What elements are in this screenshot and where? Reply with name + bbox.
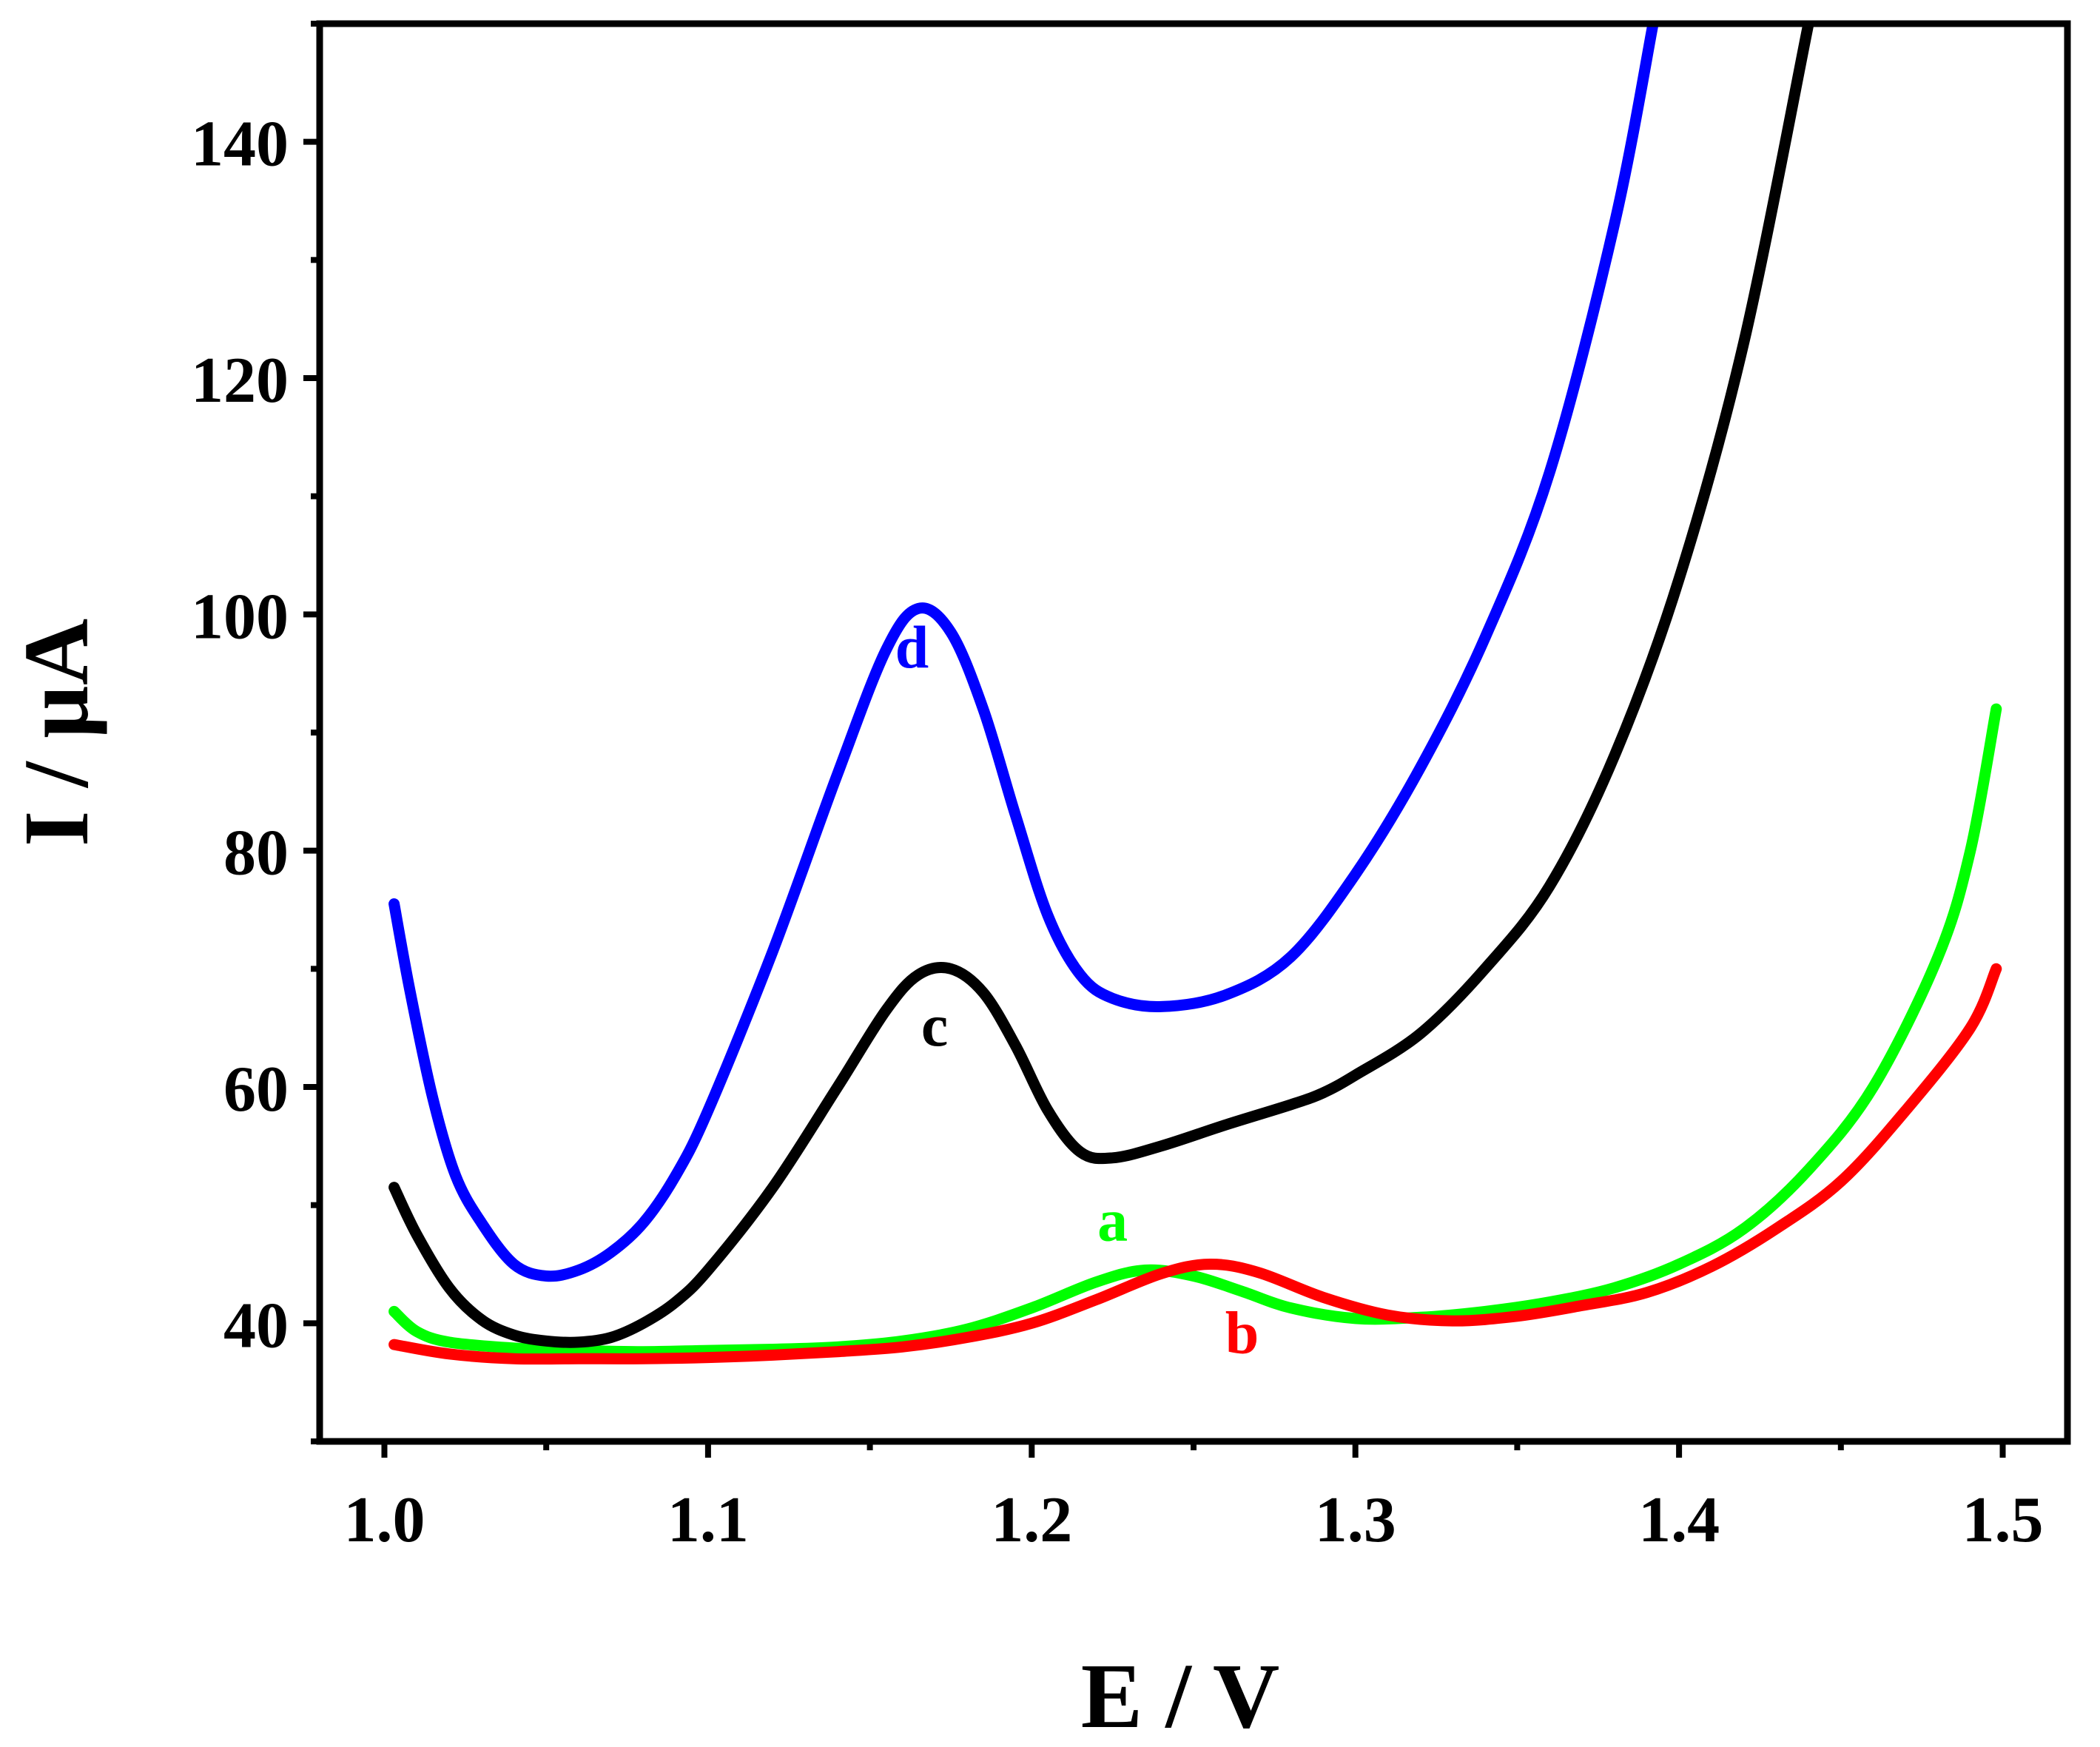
tick-labels-layer: 1.0 1.1 1.2 1.3 1.4 1.5 40 60 80 100 120 140 (191, 109, 2044, 1556)
curve-label-b: b (1225, 1299, 1259, 1366)
series-line-a (388, 703, 2002, 1358)
y-tick-label: 120 (191, 345, 289, 417)
x-axis-title: E / V (1081, 1646, 1280, 1747)
y-tick-label: 140 (191, 109, 289, 181)
curve-label-a: a (1097, 1187, 1128, 1254)
y-tick-label: 40 (223, 1290, 289, 1361)
series-line-b (388, 963, 2002, 1365)
x-tick-label: 1.0 (343, 1484, 425, 1556)
curve-label-d: d (895, 613, 929, 681)
x-tick-label: 1.3 (1315, 1484, 1396, 1556)
curve-labels-layer: a b c d (895, 613, 1259, 1366)
y-tick-label: 80 (223, 818, 289, 889)
x-tick-label: 1.4 (1638, 1484, 1720, 1556)
x-tick-label: 1.1 (667, 1484, 749, 1556)
ticks-layer (303, 21, 2006, 1458)
series-line-d (388, 24, 1659, 1282)
curves-layer (388, 24, 2002, 1365)
x-tick-label: 1.5 (1962, 1484, 2044, 1556)
x-tick-label: 1.2 (991, 1484, 1072, 1556)
y-tick-label: 100 (191, 581, 289, 653)
curve-label-c: c (921, 992, 948, 1059)
y-axis-title: I / µA (6, 619, 108, 846)
y-tick-label: 60 (223, 1054, 289, 1125)
series-line-c (388, 24, 1814, 1348)
